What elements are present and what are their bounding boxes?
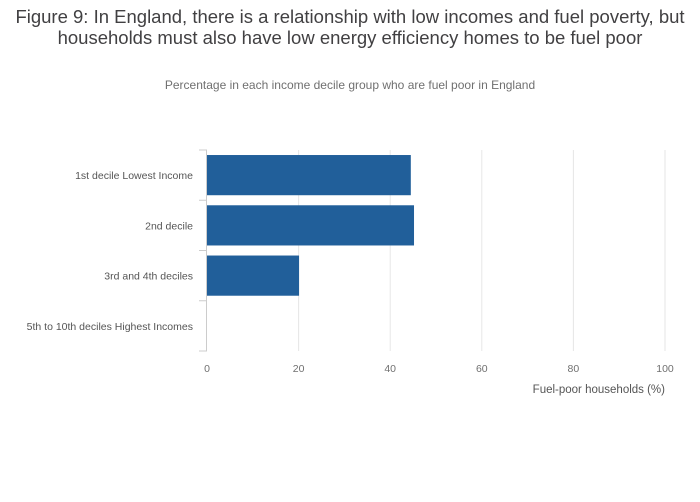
x-axis-title: Fuel-poor households (%) — [533, 384, 665, 396]
category-label-1: 2nd decile — [145, 220, 193, 232]
bar-0 — [207, 155, 411, 196]
x-tick-label-1: 20 — [293, 363, 305, 375]
x-tick-label-0: 0 — [204, 363, 210, 375]
bar-2 — [207, 255, 300, 296]
bar-1 — [207, 205, 415, 246]
x-tick-label-4: 80 — [568, 363, 580, 375]
category-label-3: 5th to 10th deciles Highest Incomes — [27, 321, 193, 333]
chart-subtitle: Percentage in each income decile group w… — [164, 78, 536, 92]
x-tick-label-5: 100 — [656, 363, 674, 375]
x-tick-label-3: 60 — [476, 363, 488, 375]
x-tick-label-2: 40 — [384, 363, 396, 375]
chart-title: Figure 9: In England, there is a relatio… — [15, 6, 685, 48]
category-label-0: 1st decile Lowest Income — [75, 170, 193, 182]
category-label-2: 3rd and 4th deciles — [104, 271, 193, 283]
